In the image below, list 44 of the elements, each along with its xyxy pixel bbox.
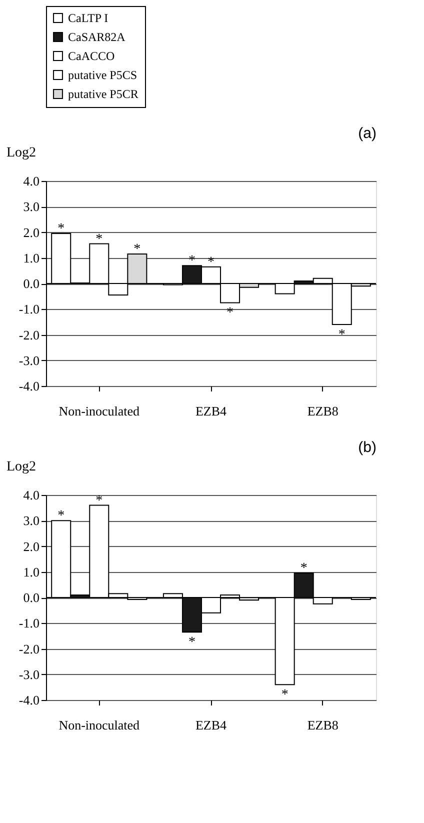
x-tick-label: Non-inoculated (58, 718, 140, 732)
y-tick-label: 1.0 (23, 250, 40, 266)
legend-label: putative P5CR (68, 87, 138, 101)
legend-label: putative P5CS (68, 68, 138, 82)
y-tick-label: 2.0 (23, 224, 40, 240)
data-label: * (58, 508, 65, 524)
y-tick-label: -1.0 (18, 616, 40, 631)
legend-label: CaLTP I (68, 11, 108, 25)
chart-title: (a) (358, 125, 376, 142)
data-label: * (226, 306, 234, 321)
y-tick-label: -4.0 (18, 378, 40, 394)
data-label: * (96, 493, 103, 508)
y-tick-label: -3.0 (18, 352, 40, 368)
y-tick-label: -3.0 (18, 666, 40, 682)
y-axis-title: Log2 (6, 146, 36, 160)
y-tick-label: -2.0 (18, 641, 40, 656)
y-tick-label: 0.0 (23, 590, 40, 605)
data-label: * (58, 222, 65, 237)
x-tick-label: EZB4 (195, 718, 228, 732)
x-tick-label: EZB8 (307, 404, 338, 418)
x-tick-label: Non-inoculated (58, 404, 140, 418)
y-tick-label: 3.0 (23, 513, 40, 528)
y-tick-label: -2.0 (18, 327, 40, 342)
x-tick-label: EZB4 (195, 404, 228, 418)
y-tick-label: 0.0 (23, 276, 40, 291)
y-tick-label: 4.0 (23, 174, 40, 188)
y-tick-label: 4.0 (23, 488, 40, 502)
y-tick-label: 3.0 (23, 199, 40, 214)
y-tick-label: 1.0 (23, 564, 40, 580)
x-tick-label: EZB8 (307, 718, 338, 732)
legend-label: CaSAR82A (68, 30, 126, 44)
data-label: * (208, 254, 214, 270)
y-axis-title: Log2 (6, 460, 36, 474)
chart-title: (b) (358, 439, 376, 456)
data-label: * (134, 242, 141, 258)
data-label: * (338, 328, 346, 342)
legend-label: CaACCO (68, 49, 116, 63)
y-tick-label: -1.0 (18, 302, 40, 317)
data-label: * (96, 232, 103, 247)
data-label: * (188, 635, 196, 650)
y-tick-label: -4.0 (18, 692, 40, 708)
y-tick-label: 2.0 (23, 538, 40, 554)
data-label: * (300, 561, 308, 576)
data-label: * (281, 688, 288, 703)
